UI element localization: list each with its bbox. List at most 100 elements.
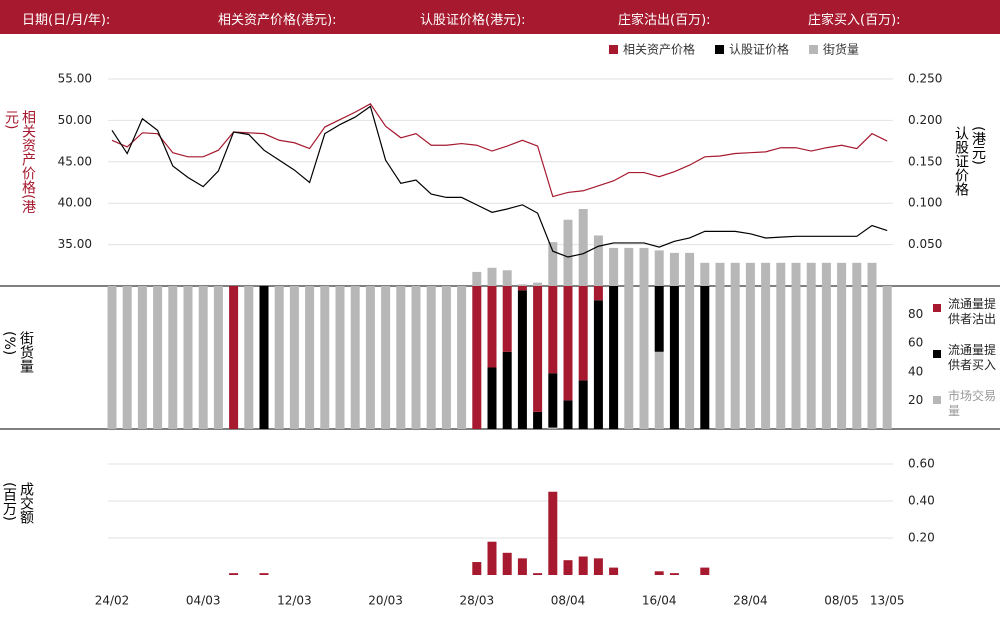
bar-segment (563, 400, 573, 429)
bar (700, 262, 710, 286)
bar-segment (548, 373, 558, 428)
bar-segment (213, 286, 223, 429)
tick-label: 0.100 (908, 196, 942, 210)
x-tick-label: 24/02 (95, 594, 130, 608)
bar (472, 271, 482, 286)
bar-segment (578, 380, 588, 429)
tick-label: 55.00 (58, 72, 92, 86)
bar-segment (441, 286, 451, 429)
bar-segment (517, 286, 527, 291)
bar-segment (837, 286, 847, 429)
header-label: 日期(日/月/年): (22, 13, 111, 28)
bar (745, 262, 755, 286)
bar-segment (365, 286, 375, 429)
bar (776, 262, 786, 286)
bar-segment (289, 286, 299, 429)
bar (593, 558, 603, 575)
bar (487, 267, 497, 286)
tick-label: 80 (908, 307, 923, 321)
bar-segment (320, 286, 330, 429)
tick-label: 0.60 (908, 457, 935, 471)
bar-segment (487, 367, 497, 429)
bar-segment (533, 286, 543, 412)
header-label: 相关资产价格(港元): (218, 13, 337, 28)
bar-segment (137, 286, 147, 429)
line (111, 105, 888, 258)
x-tick-label: 16/04 (642, 594, 677, 608)
tick-label: 0.40 (908, 494, 935, 508)
x-tick-label: 04/03 (186, 594, 221, 608)
bar (563, 560, 573, 575)
bar (578, 208, 588, 286)
bar-segment (183, 286, 193, 429)
bar-segment (350, 286, 360, 429)
y-axis-title: 成交额(百万) (1, 482, 34, 524)
bar (821, 262, 831, 286)
bar-segment (411, 286, 421, 429)
tick-label: 0.150 (908, 154, 942, 168)
bar-segment (107, 286, 117, 429)
bar (229, 573, 239, 575)
bar-segment (685, 286, 695, 429)
legend-label: 流通量提供者沽出 (948, 297, 997, 326)
y-axis-title: 街货量(%) (1, 331, 34, 373)
bar (259, 573, 269, 575)
bar (609, 567, 619, 575)
bar-segment (563, 286, 573, 401)
tick-label: 50.00 (58, 113, 92, 127)
bar-segment (472, 286, 482, 429)
bar-segment (533, 411, 543, 429)
y2-axis-title: 认股证价格(港元) (953, 126, 986, 196)
legend-swatch (609, 45, 618, 54)
bar (517, 284, 527, 286)
legend-label: 街货量 (823, 42, 859, 57)
bar-segment (259, 286, 269, 429)
bar-segment (745, 286, 755, 429)
bar (700, 567, 710, 575)
bar (502, 270, 512, 286)
bar-segment (654, 351, 664, 429)
bar-segment (426, 286, 436, 429)
bar-segment (168, 286, 178, 429)
bar (533, 282, 543, 286)
line (111, 103, 888, 198)
bar (669, 573, 679, 575)
bar-segment (624, 286, 634, 429)
bar-segment (654, 286, 664, 352)
tick-label: 0.050 (908, 237, 942, 251)
bar (533, 573, 543, 575)
bar-segment (821, 286, 831, 429)
bar-segment (761, 286, 771, 429)
y-axis-title: 相关资产价格(港元) (3, 110, 36, 214)
bar-segment (669, 286, 679, 429)
bar (639, 247, 649, 286)
legend-swatch (933, 350, 941, 358)
header-label: 认股证价格(港元): (420, 13, 526, 28)
bar (837, 262, 847, 286)
bar-segment (578, 286, 588, 381)
tick-label: 0.250 (908, 72, 942, 86)
bar-segment (457, 286, 467, 429)
x-tick-label: 20/03 (368, 594, 403, 608)
bar (852, 262, 862, 286)
bar-segment (593, 300, 603, 429)
bar-segment (502, 286, 512, 352)
bar-segment (867, 286, 877, 429)
bar (548, 242, 558, 286)
tick-label: 20 (908, 393, 923, 407)
legend-label: 市场交易量 (948, 389, 997, 418)
header-label: 庄家沽出(百万): (618, 13, 711, 28)
tick-label: 0.200 (908, 113, 942, 127)
bar (517, 558, 527, 575)
x-tick-label: 08/04 (551, 594, 586, 608)
legend-label: 流通量提供者买入 (948, 343, 997, 372)
legend-swatch (809, 45, 819, 54)
bar (593, 235, 603, 286)
bar-segment (244, 286, 254, 429)
x-tick-label: 08/05 (824, 594, 859, 608)
bar-segment (502, 351, 512, 429)
bar-segment (153, 286, 163, 429)
bar-segment (806, 286, 816, 429)
bar-segment (548, 286, 558, 374)
